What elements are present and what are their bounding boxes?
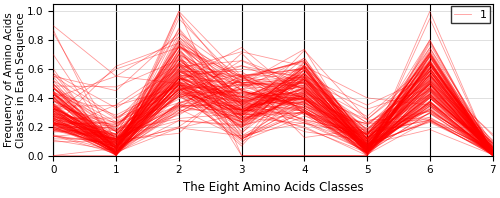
1 <box>238 116 244 118</box>
1 <box>490 151 496 153</box>
1 <box>176 77 182 79</box>
1 <box>50 108 56 111</box>
1 <box>427 121 433 124</box>
X-axis label: The Eight Amino Acids Classes: The Eight Amino Acids Classes <box>182 181 364 194</box>
1 <box>364 142 370 145</box>
Line: 1: 1 <box>54 78 492 152</box>
1 <box>302 111 308 113</box>
1 <box>113 147 119 149</box>
Y-axis label: Frequency of Amino Acids
Classes in Each Sequence: Frequency of Amino Acids Classes in Each… <box>4 12 26 148</box>
Legend: 1: 1 <box>451 6 490 23</box>
